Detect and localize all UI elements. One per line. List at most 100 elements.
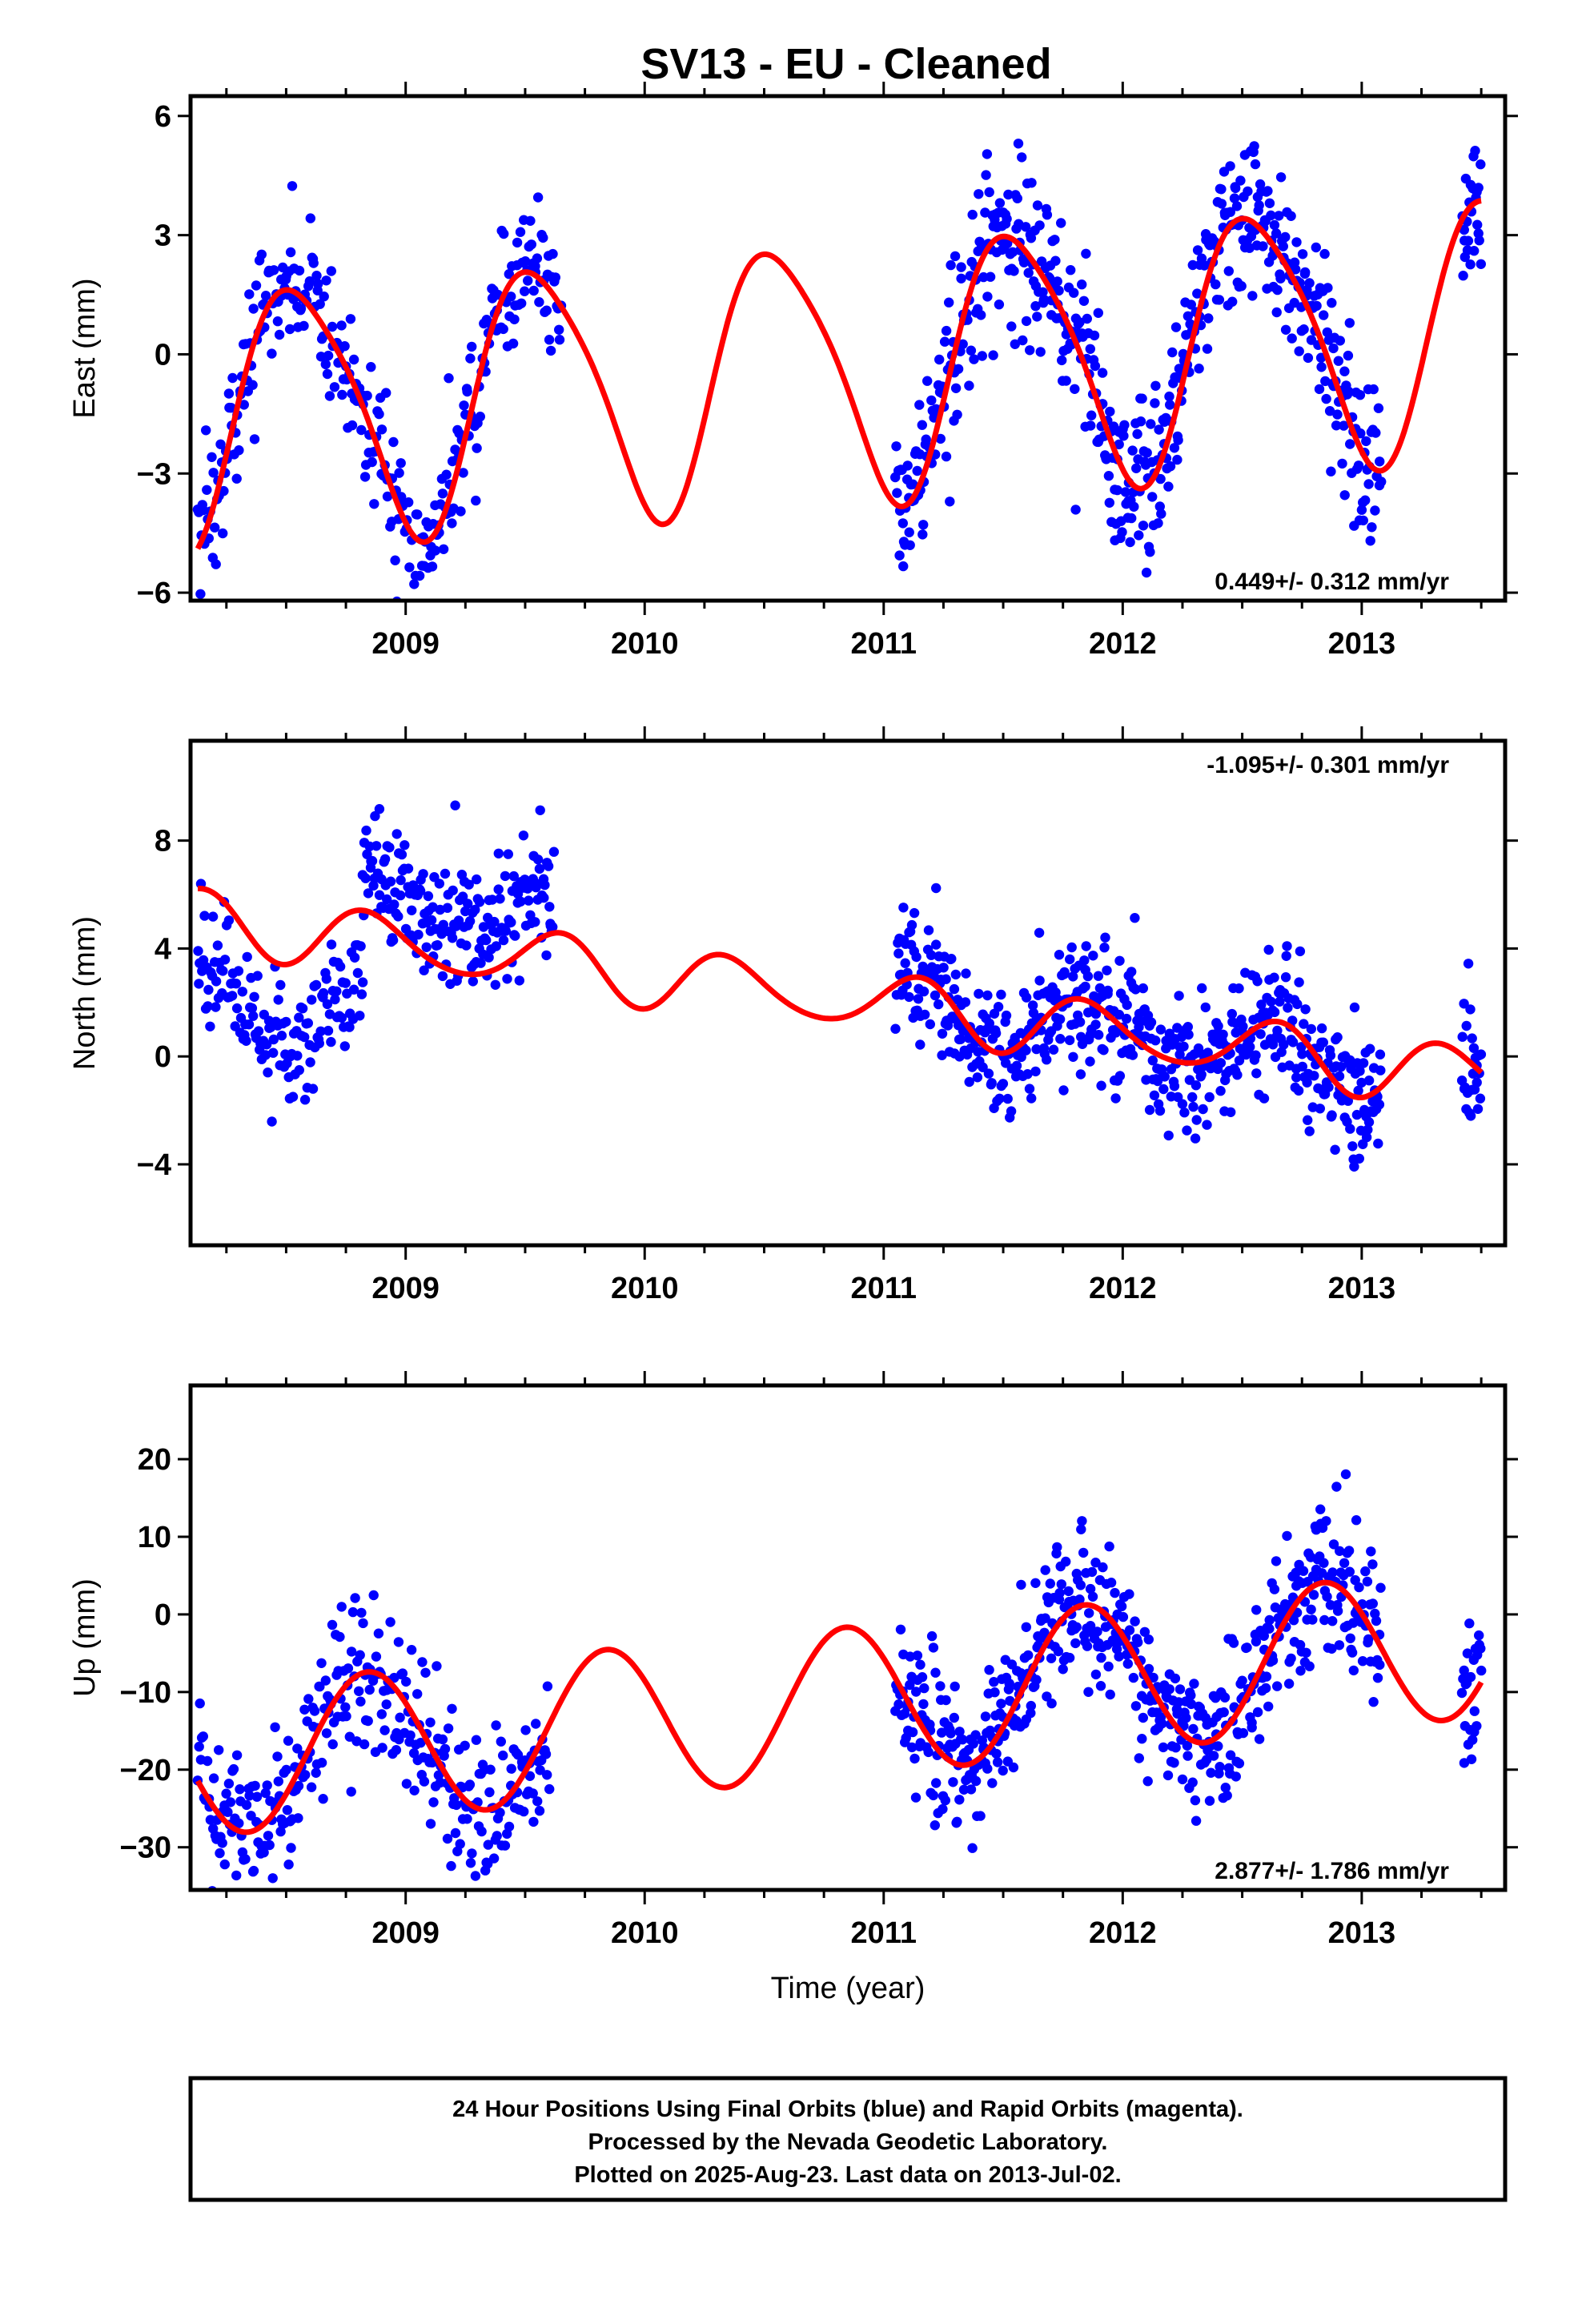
up-data-point	[1083, 1687, 1094, 1697]
up-data-point	[1177, 1774, 1188, 1785]
north-data-point	[990, 1028, 1002, 1039]
north-data-point	[961, 968, 971, 979]
north-data-point	[321, 974, 331, 984]
up-data-point	[1110, 1587, 1120, 1598]
east-data-point	[390, 555, 400, 565]
up-data-point	[281, 1764, 291, 1775]
north-data-point	[508, 870, 519, 882]
east-data-point	[299, 320, 309, 332]
north-data-point	[923, 925, 934, 935]
east-data-point	[1169, 443, 1180, 453]
east-data-point	[339, 341, 350, 352]
north-data-point	[1138, 983, 1149, 994]
east-data-point	[1316, 362, 1327, 372]
east-data-point	[1131, 463, 1142, 473]
up-data-point	[283, 1860, 294, 1870]
north-data-point	[1068, 1051, 1078, 1063]
east-data-point	[1017, 152, 1027, 163]
north-data-point	[434, 879, 444, 889]
up-data-point	[412, 1689, 423, 1699]
up-data-point	[1462, 1648, 1473, 1659]
north-data-point	[1114, 1009, 1125, 1020]
east-data-point	[447, 518, 457, 529]
up-data-point	[980, 1711, 991, 1722]
up-data-point	[315, 1681, 325, 1692]
up-data-point	[528, 1788, 538, 1799]
east-data-point	[1465, 259, 1476, 270]
up-data-point	[272, 1751, 283, 1762]
east-data-point	[506, 292, 516, 302]
north-data-point	[1263, 944, 1274, 955]
north-data-point	[1238, 1021, 1248, 1031]
east-data-point	[1375, 456, 1385, 467]
up-data-point	[1334, 1640, 1345, 1651]
up-data-point	[512, 1750, 524, 1760]
east-data-point	[950, 383, 962, 393]
up-data-point	[1357, 1656, 1368, 1667]
up-data-point	[1095, 1681, 1106, 1691]
up-data-point	[316, 1658, 327, 1668]
up-data-point	[1345, 1633, 1355, 1643]
up-y-tick-label: 0	[155, 1598, 171, 1632]
east-data-point	[1192, 288, 1203, 299]
east-data-point	[918, 520, 929, 530]
up-data-point	[931, 1778, 942, 1788]
up-data-point	[347, 1606, 359, 1618]
east-data-point	[475, 412, 485, 422]
east-data-point	[1355, 390, 1366, 400]
east-data-point	[1264, 198, 1275, 208]
north-data-point	[1130, 984, 1141, 995]
north-data-point	[1345, 1124, 1355, 1134]
up-data-point	[1023, 1650, 1034, 1661]
east-data-point	[917, 420, 928, 430]
east-data-point	[941, 325, 952, 336]
up-data-point	[248, 1865, 259, 1876]
up-data-point	[320, 1675, 331, 1686]
north-data-point	[474, 897, 485, 907]
up-data-point	[215, 1848, 225, 1859]
up-data-point	[450, 1827, 461, 1839]
north-data-point	[457, 891, 468, 902]
east-data-point	[509, 314, 520, 324]
up-data-point	[1254, 1734, 1265, 1744]
north-data-point	[938, 963, 949, 973]
up-data-point	[1130, 1616, 1140, 1626]
north-data-point	[1121, 1013, 1132, 1024]
east-data-point	[988, 350, 998, 360]
north-data-point	[356, 989, 367, 999]
east-data-point	[966, 345, 977, 356]
north-data-point	[487, 895, 498, 905]
north-data-point	[518, 830, 529, 841]
east-data-point	[244, 289, 255, 300]
east-data-point	[467, 341, 477, 352]
east-x-tick-label: 2010	[611, 627, 679, 661]
up-data-point	[1456, 1687, 1468, 1699]
east-data-point	[1280, 324, 1291, 335]
up-data-point	[394, 1734, 404, 1745]
up-data-point	[1031, 1675, 1042, 1685]
east-data-point	[504, 269, 514, 279]
east-data-point	[1353, 460, 1364, 471]
up-data-point	[544, 1783, 555, 1795]
north-data-point	[348, 984, 359, 995]
east-data-point	[1042, 210, 1053, 220]
up-data-point	[967, 1843, 978, 1853]
up-data-point	[293, 1780, 304, 1791]
north-data-point	[305, 1057, 315, 1068]
up-data-point	[912, 1651, 923, 1661]
up-data-point	[1016, 1579, 1026, 1590]
north-data-point	[1363, 1124, 1373, 1135]
up-data-point	[240, 1854, 251, 1864]
north-data-point	[1287, 1015, 1298, 1026]
east-data-point	[982, 149, 993, 159]
up-data-point	[1082, 1641, 1093, 1651]
east-data-point	[1097, 368, 1108, 378]
north-data-point	[1215, 1058, 1227, 1068]
north-data-point	[1255, 1029, 1266, 1039]
north-data-point	[275, 979, 286, 991]
up-data-point	[377, 1743, 387, 1753]
east-y-tick-label: 6	[155, 100, 171, 134]
east-data-point	[234, 445, 244, 456]
east-data-point	[329, 382, 340, 392]
